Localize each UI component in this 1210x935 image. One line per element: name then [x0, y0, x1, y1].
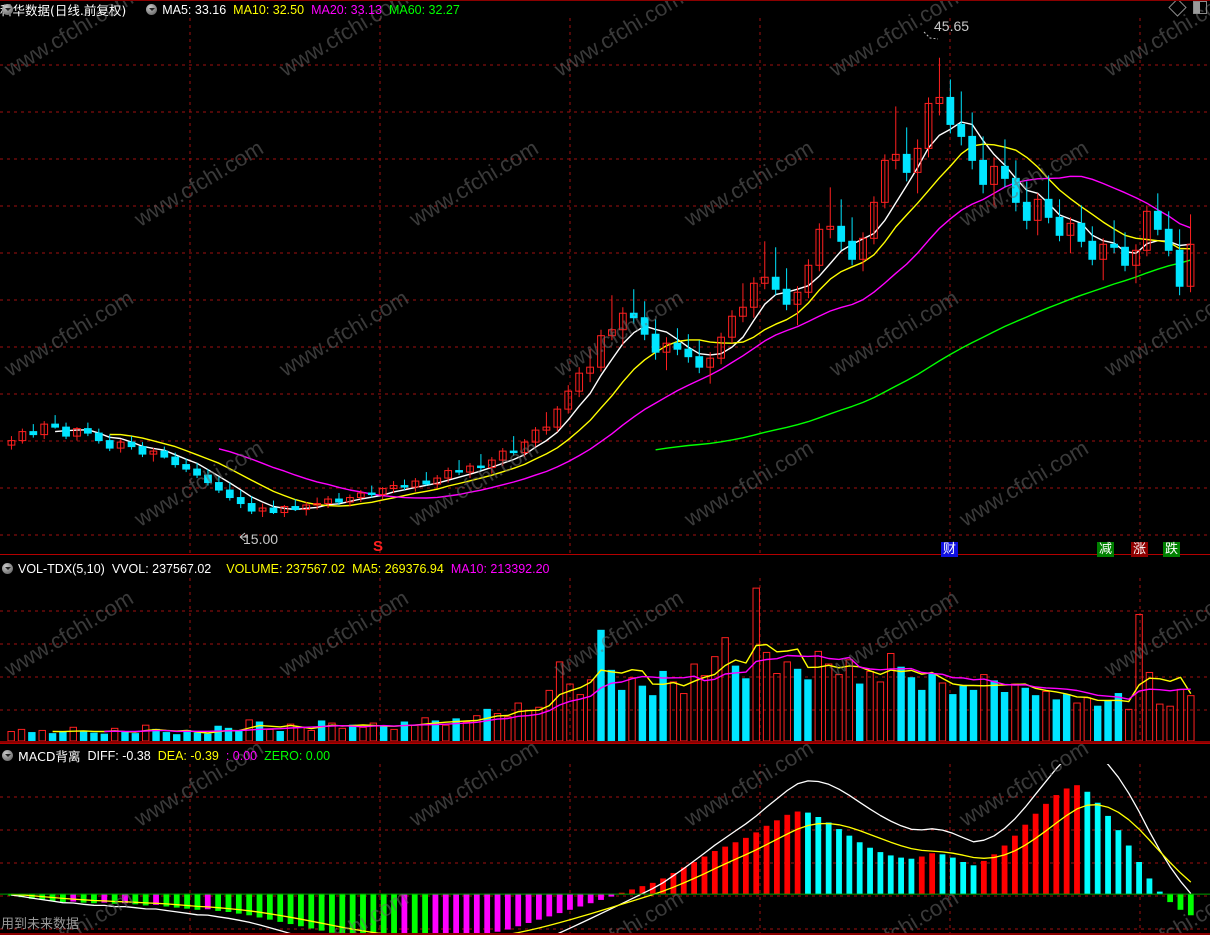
macd-diff-readout: DIFF: -0.38	[87, 748, 151, 763]
bottom-border-line	[0, 933, 1210, 935]
dropdown-circle-icon[interactable]	[2, 4, 13, 15]
price-chart-svg	[0, 18, 1210, 553]
ma10-readout: MA10: 32.50	[233, 2, 305, 17]
macd-chart-svg	[0, 764, 1210, 933]
volume-readout: VOLUME: 237567.02	[226, 561, 346, 576]
macd-indicator-name[interactable]: MACD背离	[18, 749, 81, 764]
tag-reduce[interactable]: 减	[1097, 542, 1115, 557]
volume-dropdown-circle-icon[interactable]	[2, 563, 13, 574]
ma60-readout: MA60: 32.27	[388, 2, 460, 17]
price-chart-panel[interactable]	[0, 18, 1210, 553]
price-dropdown-circle-icon[interactable]	[146, 4, 158, 15]
macd-value-readout: : 0.00	[225, 748, 258, 763]
macd-zero-readout: ZERO: 0.00	[264, 748, 331, 763]
volume-macd-separator	[0, 743, 1210, 744]
top-border-line	[0, 0, 1210, 1]
volume-ma5-readout: MA5: 269376.94	[352, 561, 444, 576]
volume-chart-svg	[0, 578, 1210, 743]
tag-finance[interactable]: 财	[941, 542, 959, 557]
status-text: 用到未来数据	[1, 917, 80, 932]
split-pane-icon[interactable]	[1193, 1, 1207, 14]
high-price-annotation: 45.65	[934, 18, 970, 34]
tag-fall[interactable]: 跌	[1163, 542, 1181, 557]
tag-rise[interactable]: 涨	[1131, 542, 1149, 557]
volume-header-bar: VOL-TDX(5,10) VVOL: 237567.02 VOLUME: 23…	[0, 560, 1210, 577]
volume-ma10-readout: MA10: 213392.20	[450, 561, 550, 576]
price-title: 科华数据(日线.前复权)	[0, 3, 127, 18]
volume-chart-panel[interactable]	[0, 578, 1210, 743]
price-header-bar: 科华数据(日线.前复权) MA5: 33.16 MA10: 32.50 MA20…	[0, 1, 1210, 19]
low-price-annotation: 15.00	[243, 531, 279, 547]
macd-chart-panel[interactable]	[0, 764, 1210, 933]
ma5-readout: MA5: 33.16	[162, 2, 227, 17]
macd-dea-readout: DEA: -0.39	[157, 748, 219, 763]
price-volume-separator	[0, 554, 1210, 555]
macd-header-bar: MACD背离 DIFF: -0.38 DEA: -0.39 : 0.00 ZER…	[0, 747, 1210, 764]
macd-dropdown-circle-icon[interactable]	[2, 750, 13, 761]
vvol-readout: VVOL: 237567.02	[111, 561, 212, 576]
window-controls[interactable]	[1168, 0, 1207, 17]
ma20-readout: MA20: 33.13	[311, 2, 382, 17]
sell-signal-marker: S	[373, 538, 384, 555]
volume-indicator-name[interactable]: VOL-TDX(5,10)	[18, 561, 105, 576]
